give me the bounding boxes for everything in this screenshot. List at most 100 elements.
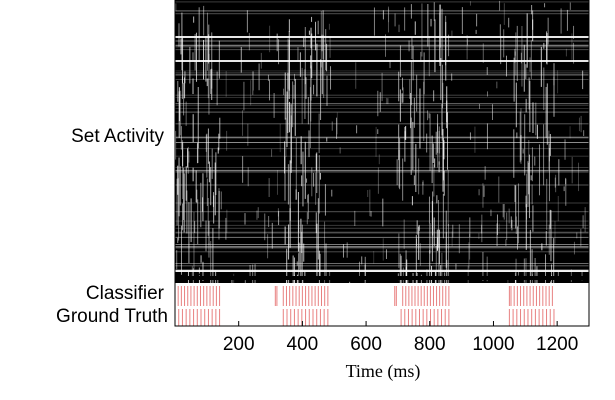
activity-mark [516,25,518,81]
activity-mark [289,208,291,248]
x-tick-label: 600 [350,334,382,355]
activity-mark [525,98,527,113]
activity-mark [528,140,530,164]
activity-mark [306,212,308,225]
activity-mark [433,217,435,246]
activity-mark [564,139,566,160]
neuron-row [175,142,589,143]
activity-mark [364,256,366,281]
activity-mark [441,252,443,283]
activity-mark [339,147,341,154]
activity-mark [548,130,550,170]
activity-mark [177,81,179,102]
activity-mark [503,3,505,25]
activity-mark [192,167,194,182]
neuron-row [175,74,589,76]
activity-mark [250,80,252,106]
activity-mark [252,71,254,91]
activity-mark [514,48,516,63]
activity-mark [208,24,210,62]
classifier-strip [174,286,553,306]
activity-mark [433,90,435,102]
activity-mark [318,250,320,283]
activity-mark [398,24,400,33]
activity-mark [451,231,453,247]
neuron-row [175,97,589,98]
activity-mark [483,185,485,197]
activity-mark [252,264,254,283]
activity-mark [581,270,583,281]
activity-mark [522,149,524,154]
x-tick-label: 400 [287,334,319,355]
neuron-row [175,44,589,46]
activity-mark [268,79,270,101]
activity-mark [271,222,273,249]
activity-mark [491,104,493,120]
activity-mark [441,104,443,136]
activity-mark [184,77,186,99]
neuron-row [175,111,589,113]
activity-mark [195,32,197,82]
activity-mark [578,117,580,132]
activity-mark [299,52,301,77]
activity-mark [186,190,188,234]
neuron-row [175,167,589,168]
activity-mark [423,52,425,95]
neuron-row-bright [175,270,589,272]
neuron-row [175,202,589,204]
activity-mark [188,202,190,263]
activity-mark [311,167,313,197]
activity-mark [558,159,560,186]
activity-mark [557,271,559,279]
activity-mark [176,178,178,226]
activity-mark [317,198,319,260]
activity-mark [192,52,194,61]
activity-mark [321,61,323,95]
activity-mark [192,268,194,283]
activity-mark [182,203,184,231]
neuron-row [175,137,589,139]
activity-mark [478,103,480,109]
activity-mark [213,195,215,224]
activity-mark [510,216,512,228]
activity-mark [540,46,542,87]
row-label-ground-truth: Ground Truth [56,306,168,327]
activity-mark [326,75,328,106]
activity-mark [569,2,571,10]
activity-mark [442,82,444,103]
activity-mark [326,43,328,72]
activity-mark [498,223,500,232]
activity-mark [256,210,258,220]
activity-mark [194,34,196,71]
activity-mark [370,211,372,217]
activity-mark [304,69,306,119]
neuron-row [175,227,589,229]
plot-frame [174,0,590,327]
neuron-row [175,269,589,271]
activity-mark [554,177,556,188]
activity-mark [428,36,430,77]
activity-mark [410,93,412,129]
activity-mark [498,176,500,203]
activity-mark [193,16,195,23]
activity-mark [307,195,309,203]
activity-mark [410,117,412,175]
activity-mark [325,29,327,71]
neuron-row [175,72,589,74]
activity-mark [410,60,412,105]
activity-mark [183,82,185,116]
activity-mark [284,226,286,245]
activity-mark [520,135,522,161]
activity-mark [525,195,527,208]
activity-mark [548,224,550,255]
neuron-row [175,224,589,226]
activity-mark [573,25,575,39]
activity-mark [515,32,517,76]
activity-mark [305,77,307,99]
activity-mark [356,125,358,134]
activity-mark [405,250,407,283]
activity-mark [582,70,584,90]
activity-mark [546,33,548,65]
activity-mark [382,238,384,261]
activity-mark [355,62,357,89]
